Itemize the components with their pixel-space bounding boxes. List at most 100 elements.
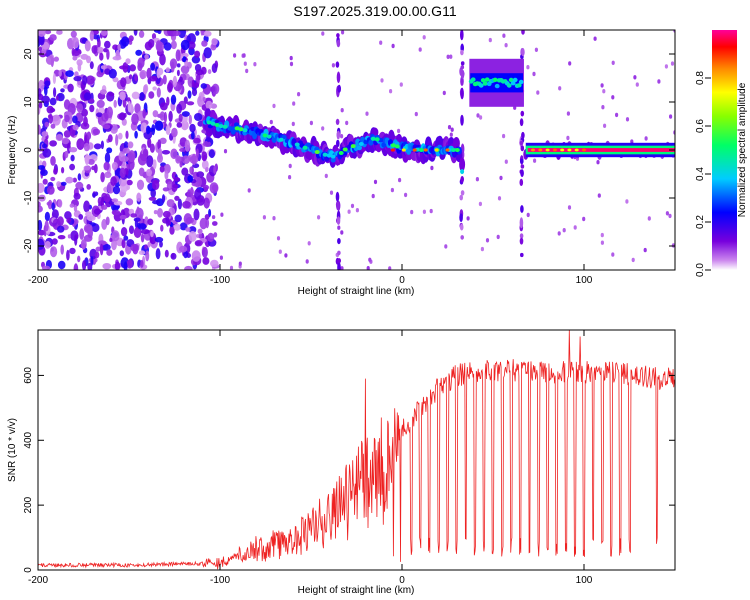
spectrogram-noise-blob [154, 120, 164, 131]
spectrogram-noise-blob [194, 113, 203, 121]
spectrogram-speck [355, 208, 359, 213]
spectrogram-noise-blob [185, 227, 191, 232]
spectrogram-band [482, 81, 488, 86]
spectrogram-speck [534, 47, 539, 52]
spectrogram-noise-blob [193, 208, 200, 221]
spectrogram-y-tick-label: -20 [23, 238, 34, 253]
spectrogram-trace-core [338, 151, 344, 155]
spectrogram-streak [460, 190, 465, 196]
spectrogram-speck [331, 63, 335, 68]
spectrogram-noise-blob [63, 99, 71, 110]
spectrogram-noise-blob [140, 259, 144, 268]
spectrogram-noise-blob [184, 139, 191, 152]
spectrogram-noise-blob [163, 42, 172, 51]
spectrogram-noise-blob [44, 30, 52, 35]
spectrogram-noise-blob [187, 175, 194, 183]
spectrogram-noise-blob [184, 265, 193, 270]
spectrogram-noise-blob [99, 52, 104, 61]
spectrogram-speck [442, 90, 446, 96]
spectrogram-noise-blob [66, 217, 72, 223]
spectrogram-speck [291, 121, 295, 127]
spectrogram-noise-blob [152, 110, 159, 118]
spectrogram-trace-peak [434, 148, 439, 152]
spectrogram-noise-blob [117, 43, 121, 51]
spectrogram-y-tick-label: 20 [23, 48, 34, 60]
spectrogram-noise-blob [94, 251, 100, 259]
spectrogram-noise-blob [72, 115, 78, 124]
spectrogram-streak [336, 216, 341, 225]
spectrogram-noise-blob [181, 111, 190, 117]
spectrogram-noise-blob [111, 239, 117, 251]
colorbar: 0.0 0.2 0.4 0.6 0.8 Normalized spectral ampl… [695, 30, 748, 277]
spectrogram-speck [475, 177, 479, 182]
spectrogram-x-label: Height of straight line (km) [298, 286, 415, 297]
spectrogram-noise-blob [64, 150, 69, 159]
spectrogram-noise-blob [67, 83, 74, 93]
spectrogram-noise-blob [187, 90, 192, 99]
spectrogram-noise-blob [163, 111, 167, 123]
spectrogram-speck [657, 79, 661, 84]
spectrogram-speck [324, 173, 328, 179]
spectrogram-noise-blob [135, 49, 143, 56]
spectrogram-noise-blob [75, 181, 84, 190]
spectrogram-noise-blob [152, 86, 157, 91]
spectrogram-noise-blob [105, 216, 110, 226]
spectrogram-noise-blob [144, 41, 153, 51]
snr-series-line [38, 330, 675, 570]
spectrogram-noise-blob [114, 261, 121, 270]
figure-title: S197.2025.319.00.00.G11 [293, 3, 456, 19]
spectrogram-noise-blob [44, 86, 48, 96]
spectrogram-noise-blob [74, 71, 79, 77]
spectrogram-y-tick-label: 10 [23, 96, 34, 108]
spectrogram-tone-peak [567, 148, 572, 152]
spectrogram-tone-core [527, 148, 675, 152]
spectrogram-noise-blob [161, 150, 171, 155]
spectrogram-noise-blob [169, 58, 178, 69]
spectrogram-noise-blob [92, 128, 101, 135]
spectrogram-noise-blob [53, 87, 57, 98]
spectrogram-noise-blob [61, 181, 67, 186]
spectrogram-speck [567, 205, 572, 210]
spectrogram-noise-blob [104, 152, 111, 164]
spectrogram-noise-blob [193, 176, 202, 188]
spectrogram-noise-blob [182, 56, 187, 63]
spectrogram-noise-blob [56, 181, 61, 188]
spectrogram-noise-blob [57, 235, 66, 240]
spectrogram-noise-blob [150, 230, 154, 237]
spectrogram-speck [611, 252, 615, 257]
spectrogram-noise-blob [69, 147, 78, 153]
spectrogram-noise-blob [120, 77, 127, 88]
spectrogram-trace-core [454, 148, 460, 152]
spectrogram-streak [519, 118, 524, 127]
spectrogram-noise-blob [154, 236, 164, 243]
spectrogram-speck [373, 179, 378, 185]
spectrogram-speck [422, 209, 426, 214]
spectrogram-noise-blob [72, 124, 79, 131]
spectrogram-noise-blob [76, 103, 84, 113]
spectrogram-noise-blob [203, 141, 211, 147]
spectrogram-noise-blob [157, 30, 162, 35]
spectrogram-speck [526, 65, 530, 70]
spectrogram-speck [292, 101, 296, 106]
spectrogram-noise-blob [83, 200, 90, 213]
spectrogram-noise-blob [193, 82, 200, 89]
spectrogram-noise-blob [84, 40, 91, 52]
spectrogram-speck [502, 133, 506, 139]
spectrogram-trace-core [278, 137, 284, 142]
spectrogram-speck [480, 246, 484, 252]
spectrogram-noise-blob [123, 261, 128, 270]
spectrogram-speck [365, 111, 369, 116]
spectrogram-speck [635, 82, 639, 87]
spectrogram-noise-blob [46, 185, 55, 195]
spectrogram-tone-peak [582, 148, 586, 152]
spectrogram-speck [615, 112, 619, 118]
spectrogram-x-axis: -200 -100 0 100 [28, 30, 593, 286]
spectrogram-noise-blob [108, 68, 117, 79]
spectrogram-noise-blob [112, 185, 121, 195]
spectrogram-noise-blob [38, 229, 45, 236]
spectrogram-streak [337, 250, 341, 256]
spectrogram-speck [573, 225, 577, 230]
spectrogram-speck [379, 40, 383, 45]
spectrogram-noise-blob [87, 158, 95, 165]
spectrogram-noise-blob [186, 101, 195, 106]
